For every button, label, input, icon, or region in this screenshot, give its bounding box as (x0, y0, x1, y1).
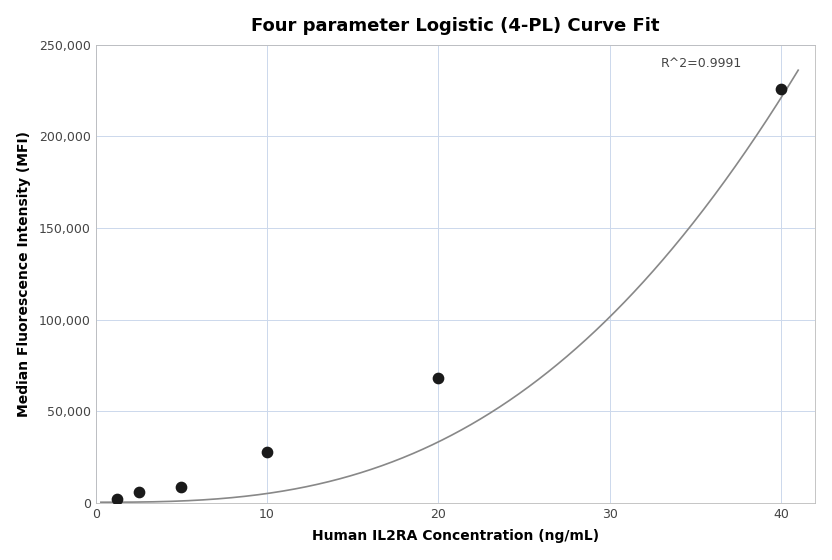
X-axis label: Human IL2RA Concentration (ng/mL): Human IL2RA Concentration (ng/mL) (312, 529, 599, 543)
Point (432, 374, 445, 383)
Point (175, 482, 188, 491)
Title: Four parameter Logistic (4-PL) Curve Fit: Four parameter Logistic (4-PL) Curve Fit (251, 17, 660, 35)
Point (260, 447, 274, 456)
Text: R^2=0.9991: R^2=0.9991 (661, 57, 742, 69)
Y-axis label: Median Fluorescence Intensity (MFI): Median Fluorescence Intensity (MFI) (17, 131, 31, 417)
Point (132, 487, 146, 496)
Point (111, 494, 124, 503)
Point (775, 84, 788, 93)
